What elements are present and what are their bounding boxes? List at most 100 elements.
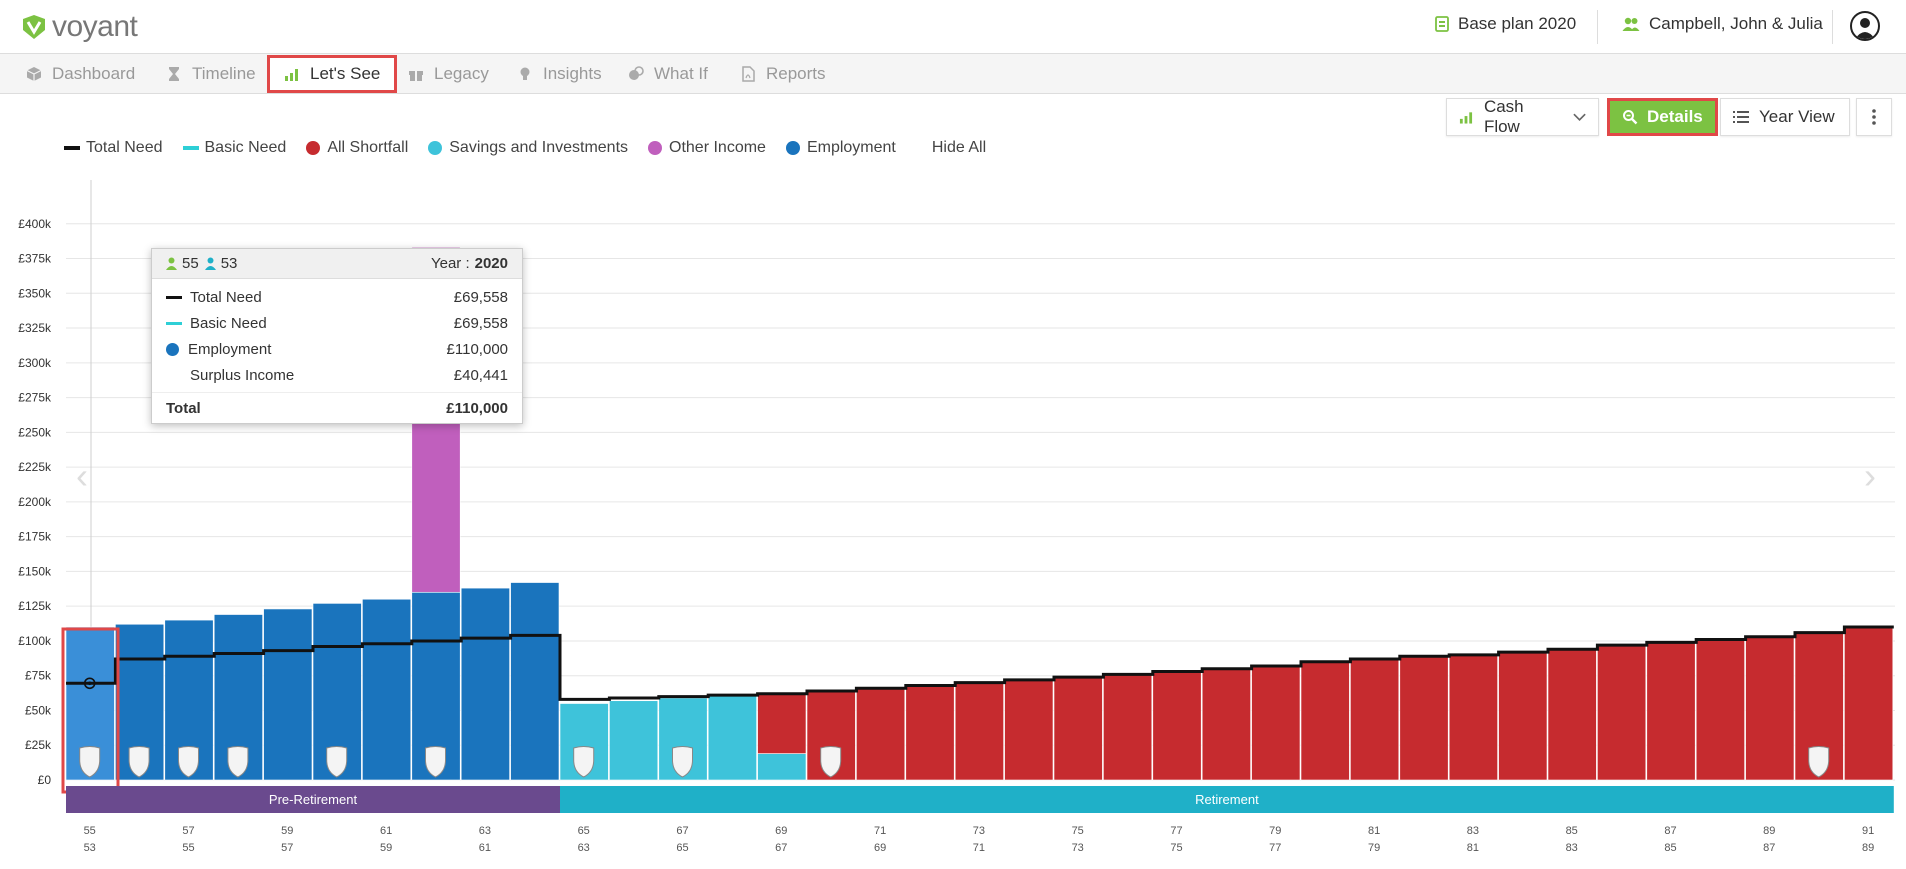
age-label-client2: 69 <box>874 842 886 854</box>
legend-employment[interactable]: Employment <box>785 139 896 157</box>
tab-timeline[interactable]: Timeline <box>164 54 256 94</box>
legend-other-income[interactable]: Other Income <box>648 139 766 157</box>
tab-what-if[interactable]: What If <box>626 54 708 94</box>
chart-legend: Total Need Basic Need All Shortfall Savi… <box>64 139 1006 157</box>
plan-selector[interactable]: Base plan 2020 <box>1435 14 1576 34</box>
gift-icon <box>409 71 423 81</box>
voyant-logo[interactable]: voyant <box>20 10 138 44</box>
tab-lets-see[interactable]: Let's See <box>267 55 398 93</box>
y-tick-label: £0 <box>38 773 52 787</box>
y-tick-label: £25k <box>25 738 52 752</box>
tooltip-age-1: 55 <box>182 255 199 272</box>
year-view-button[interactable]: Year View <box>1720 98 1850 136</box>
header-divider <box>1832 10 1833 44</box>
age-label-client1: 83 <box>1467 825 1479 837</box>
tooltip-row-label: Employment <box>188 340 272 358</box>
zoom-icon <box>1623 110 1638 125</box>
main-nav: Dashboard Timeline Let's See Legacy Insi… <box>0 54 1906 94</box>
cash-flow-chart: £0 £25k £50k £75k £100k £125k £150k £175k £200k £… <box>18 180 1895 854</box>
y-tick-label: £250k <box>18 425 52 439</box>
phase-label: Pre-Retirement <box>269 792 358 807</box>
y-tick-label: £325k <box>18 321 52 335</box>
clients-icon <box>1622 17 1640 31</box>
bar-shortfall <box>1300 661 1350 781</box>
next-arrow-icon[interactable]: › <box>1864 455 1876 496</box>
tab-dashboard[interactable]: Dashboard <box>24 54 135 94</box>
selected-point-marker <box>83 677 96 690</box>
tab-reports[interactable]: Reports <box>738 54 826 94</box>
age-label-client2: 75 <box>1170 842 1182 854</box>
shield-shape <box>820 746 842 778</box>
legend-savings-investments[interactable]: Savings and Investments <box>428 139 628 157</box>
total-need-line <box>66 625 1894 701</box>
shield-shape <box>326 746 348 778</box>
legend-dot-swatch <box>306 141 321 155</box>
bar-employment <box>510 582 560 781</box>
line-swatch <box>166 295 182 299</box>
tab-label: Legacy <box>434 64 489 83</box>
age-label-client1: 61 <box>380 825 392 837</box>
age-label-client1: 59 <box>281 825 293 837</box>
details-label: Details <box>1647 107 1703 126</box>
shield-shape <box>573 746 595 778</box>
age-label-client2: 61 <box>479 842 491 854</box>
hide-all-link[interactable]: Hide All <box>932 139 986 157</box>
bar-employment <box>263 608 313 781</box>
hide-all-label: Hide All <box>931 139 987 156</box>
legend-dot-swatch <box>648 141 663 155</box>
legend-dot-swatch <box>785 141 800 155</box>
tab-label: Dashboard <box>52 64 136 83</box>
phase-label: Retirement <box>1195 792 1259 807</box>
tooltip-year: 2020 <box>474 255 508 272</box>
tooltip-row-label: Basic Need <box>190 314 267 332</box>
legend-total-need[interactable]: Total Need <box>64 139 163 157</box>
legend-basic-need[interactable]: Basic Need <box>182 139 287 157</box>
age-label-client1: 77 <box>1170 825 1182 837</box>
tab-label: Let's See <box>310 64 381 83</box>
bar-shortfall <box>1201 668 1251 781</box>
event-marker-shield-icon <box>79 746 101 778</box>
age-label-client2: 73 <box>1072 842 1084 854</box>
tab-label: Insights <box>543 64 602 83</box>
bar-shortfall <box>1745 636 1795 781</box>
age-label-client1: 55 <box>84 825 96 837</box>
bar-chart-icon <box>285 69 298 81</box>
details-button[interactable]: Details <box>1607 98 1718 136</box>
client-selector[interactable]: Campbell, John & Julia <box>1622 14 1823 34</box>
year-view-label: Year View <box>1759 107 1835 126</box>
dot-swatch <box>166 342 179 356</box>
age-label-client2: 83 <box>1566 842 1578 854</box>
y-tick-label: £100k <box>18 634 52 648</box>
y-tick-label: £300k <box>18 356 52 370</box>
more-options-button[interactable] <box>1856 98 1892 136</box>
age-label-client1: 67 <box>676 825 688 837</box>
bar-shortfall <box>1498 651 1548 781</box>
tab-insights[interactable]: Insights <box>515 54 602 94</box>
legend-label: Basic Need <box>204 139 287 156</box>
tooltip-row: Basic Need £69,558 <box>152 310 522 336</box>
legend-all-shortfall[interactable]: All Shortfall <box>306 139 408 157</box>
user-account-icon[interactable] <box>1850 11 1880 41</box>
line-swatch <box>166 321 182 325</box>
prev-arrow-icon[interactable]: ‹ <box>76 455 88 496</box>
age-label-client1: 87 <box>1664 825 1676 837</box>
event-marker-shield-icon <box>573 746 595 778</box>
age-label-client1: 71 <box>874 825 886 837</box>
event-marker-shield-icon <box>672 746 693 778</box>
legend-line-swatch <box>64 146 80 150</box>
bar-shortfall <box>757 693 807 754</box>
bar-shortfall <box>1844 626 1894 781</box>
shield-shape <box>128 746 150 778</box>
legend-label: Other Income <box>669 139 766 156</box>
y-tick-label: £375k <box>18 252 52 266</box>
tab-legacy[interactable]: Legacy <box>406 54 489 94</box>
age-label-client2: 53 <box>84 842 96 854</box>
age-label-client2: 55 <box>182 842 194 854</box>
event-marker-shield-icon <box>326 746 348 778</box>
age-label-client2: 63 <box>578 842 590 854</box>
legend-line-swatch <box>182 146 199 150</box>
shield-shape <box>425 746 446 778</box>
view-type-dropdown[interactable]: Cash Flow <box>1446 97 1599 136</box>
age-label-client1: 65 <box>578 825 590 837</box>
age-label-client2: 77 <box>1269 842 1281 854</box>
